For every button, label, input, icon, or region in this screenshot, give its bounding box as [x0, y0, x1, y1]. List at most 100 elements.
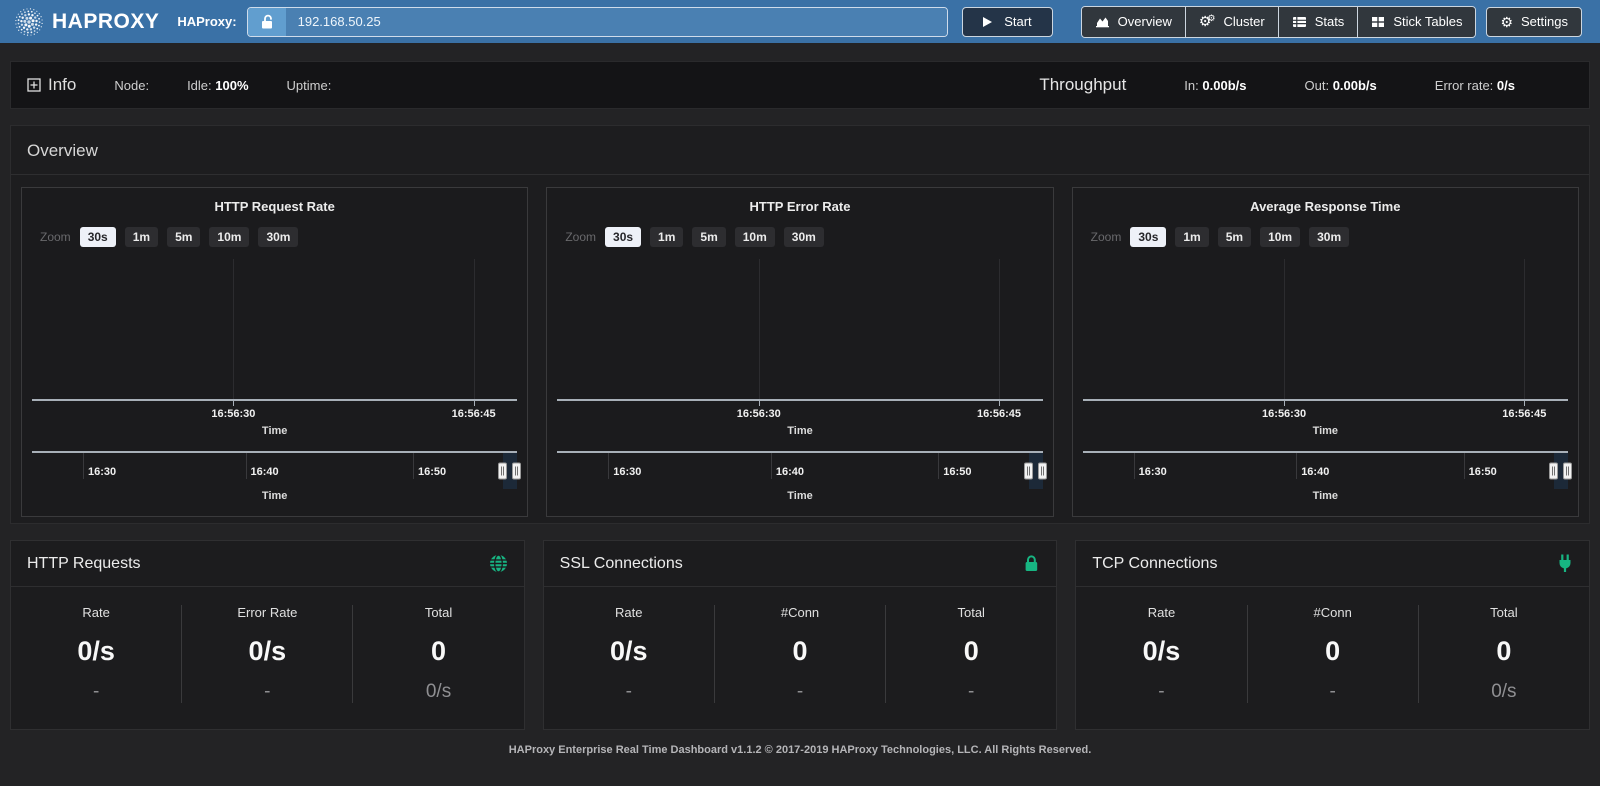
card-body: Rate 0/s - Error Rate 0/s - Total 0 0/s — [11, 587, 524, 729]
navigator[interactable]: 16:30 16:40 16:50 — [1082, 451, 1572, 489]
play-icon — [983, 16, 993, 27]
metric-total: Total 0 0/s — [1417, 605, 1589, 703]
navigator[interactable]: 16:30 16:40 16:50 — [32, 451, 522, 489]
x-axis: 16:56:30 16:56:45 — [32, 401, 517, 425]
settings-label: Settings — [1521, 14, 1568, 29]
main-nav-group: Overview ⚙⚙ Cluster Stats Stick Tables — [1080, 5, 1477, 38]
navigator-handle-right[interactable] — [1562, 462, 1572, 480]
axis-tick — [758, 401, 760, 406]
navigator-range[interactable] — [1548, 453, 1572, 489]
zoom-1m-button[interactable]: 1m — [650, 227, 684, 247]
zoom-5m-button[interactable]: 5m — [1217, 227, 1252, 247]
nav-stick-tables-button[interactable]: Stick Tables — [1358, 6, 1476, 37]
metric-total: Total 0 0/s — [352, 605, 523, 703]
nav-stick-tables-label: Stick Tables — [1393, 14, 1463, 29]
zoom-1m-button[interactable]: 1m — [124, 227, 159, 247]
zoom-30m-button[interactable]: 30m — [258, 227, 299, 247]
metric-total: Total 0 - — [885, 605, 1056, 703]
info-title[interactable]: Info — [27, 75, 76, 95]
uptime-field: Uptime: — [286, 77, 332, 93]
lock-addon[interactable] — [247, 7, 286, 36]
navigator-tick-label: 16:30 — [1138, 466, 1167, 478]
card-header: HTTP Requests — [11, 541, 524, 587]
navigator-handle-left[interactable] — [498, 462, 508, 480]
navigator-axis-title: Time — [1312, 490, 1339, 502]
axis-tick — [998, 401, 1000, 406]
metric-rate: Rate 0/s - — [610, 605, 648, 702]
overview-section: Overview HTTP Request Rate Zoom 30s 1m 5… — [10, 125, 1590, 524]
overview-section-title: Overview — [11, 126, 1589, 175]
instance-label: HAProxy: — [177, 14, 237, 29]
chart-panel-http-error-rate: HTTP Error Rate Zoom 30s 1m 5m 10m 30m 1… — [546, 187, 1054, 517]
zoom-5m-button[interactable]: 5m — [692, 227, 726, 247]
globe-icon — [489, 554, 507, 573]
chart-title: HTTP Error Rate — [749, 199, 851, 214]
axis-tick-label: 16:56:30 — [211, 408, 256, 420]
axis-tick — [1284, 401, 1286, 406]
navigator-axis-title: Time — [787, 490, 813, 502]
cards-row: HTTP Requests Rate 0/s - Error Rate 0/s … — [10, 540, 1591, 730]
plot-area[interactable] — [32, 255, 518, 401]
haproxy-address-input[interactable] — [285, 7, 948, 36]
chart-panel-http-request-rate: HTTP Request Rate Zoom 30s 1m 5m 10m 30m… — [21, 187, 529, 517]
navigator[interactable]: 16:30 16:40 16:50 — [557, 451, 1047, 489]
zoom-30s-button[interactable]: 30s — [605, 227, 642, 247]
card-body: Rate 0/s - #Conn 0 - Total 0 - — [544, 587, 1057, 729]
zoom-label: Zoom — [565, 230, 597, 244]
chart-title: HTTP Request Rate — [214, 199, 335, 214]
zoom-30s-button[interactable]: 30s — [1130, 227, 1167, 247]
plot-area[interactable] — [557, 255, 1043, 401]
navigator-tick — [412, 453, 414, 479]
navigator-tick-label: 16:50 — [417, 466, 447, 478]
navigator-handle-right[interactable] — [512, 462, 522, 480]
axis-title: Time — [787, 425, 813, 437]
zoom-30m-button[interactable]: 30m — [1309, 227, 1350, 247]
axis-tick-label: 16:56:45 — [1502, 408, 1547, 420]
navigator-handle-right[interactable] — [1037, 462, 1047, 480]
navigator-handle-left[interactable] — [1548, 462, 1558, 480]
zoom-1m-button[interactable]: 1m — [1175, 227, 1209, 247]
gridline — [1284, 259, 1286, 399]
nav-stats-button[interactable]: Stats — [1278, 6, 1359, 37]
charts-row: HTTP Request Rate Zoom 30s 1m 5m 10m 30m… — [11, 175, 1589, 523]
plot-area[interactable] — [1082, 255, 1568, 401]
navigator-tick-label: 16:40 — [775, 466, 804, 478]
nav-overview-label: Overview — [1117, 14, 1172, 29]
settings-button[interactable]: ⚙ Settings — [1486, 6, 1582, 37]
card-body: Rate 0/s - #Conn 0 - Total 0 0/s — [1076, 587, 1589, 729]
metric-conn: #Conn 0 - — [1246, 605, 1418, 703]
zoom-30m-button[interactable]: 30m — [783, 227, 824, 247]
throughput-group: Throughput In: 0.00b/s Out: 0.00b/s Erro… — [1039, 75, 1571, 95]
zoom-10m-button[interactable]: 10m — [734, 227, 775, 247]
x-axis: 16:56:30 16:56:45 — [557, 401, 1042, 425]
axis-tick-label: 16:56:45 — [451, 408, 496, 420]
error-rate: Error rate: 0/s — [1434, 77, 1515, 93]
zoom-30s-button[interactable]: 30s — [79, 227, 116, 247]
chart-title: Average Response Time — [1250, 199, 1401, 214]
card-title: HTTP Requests — [27, 554, 141, 572]
metric-error-rate: Error Rate 0/s - — [181, 605, 352, 703]
top-navbar: HAPROXY HAProxy: Start Overview ⚙⚙ Clust… — [0, 0, 1600, 43]
zoom-10m-button[interactable]: 10m — [1260, 227, 1301, 247]
navigator-axis-title: Time — [261, 490, 288, 502]
axis-title: Time — [261, 425, 288, 437]
zoom-10m-button[interactable]: 10m — [209, 227, 250, 247]
navigator-tick — [1296, 453, 1298, 479]
zoom-5m-button[interactable]: 5m — [167, 227, 201, 247]
navigator-tick-label: 16:50 — [943, 466, 972, 478]
start-button[interactable]: Start — [962, 6, 1053, 37]
nav-cluster-button[interactable]: ⚙⚙ Cluster — [1185, 6, 1279, 37]
navigator-tick-label: 16:30 — [613, 466, 642, 478]
gridline — [758, 259, 760, 399]
navigator-tick — [770, 453, 772, 479]
info-title-label: Info — [48, 75, 77, 94]
node-field: Node: — [114, 77, 150, 93]
navigator-range[interactable] — [498, 453, 522, 489]
throughput-in: In: 0.00b/s — [1184, 77, 1247, 93]
axis-tick — [1524, 401, 1526, 406]
navigator-handle-left[interactable] — [1023, 462, 1033, 480]
table-grid-icon — [1372, 16, 1385, 27]
unlock-icon — [261, 14, 272, 28]
navigator-range[interactable] — [1023, 453, 1047, 489]
nav-overview-button[interactable]: Overview — [1081, 6, 1186, 37]
